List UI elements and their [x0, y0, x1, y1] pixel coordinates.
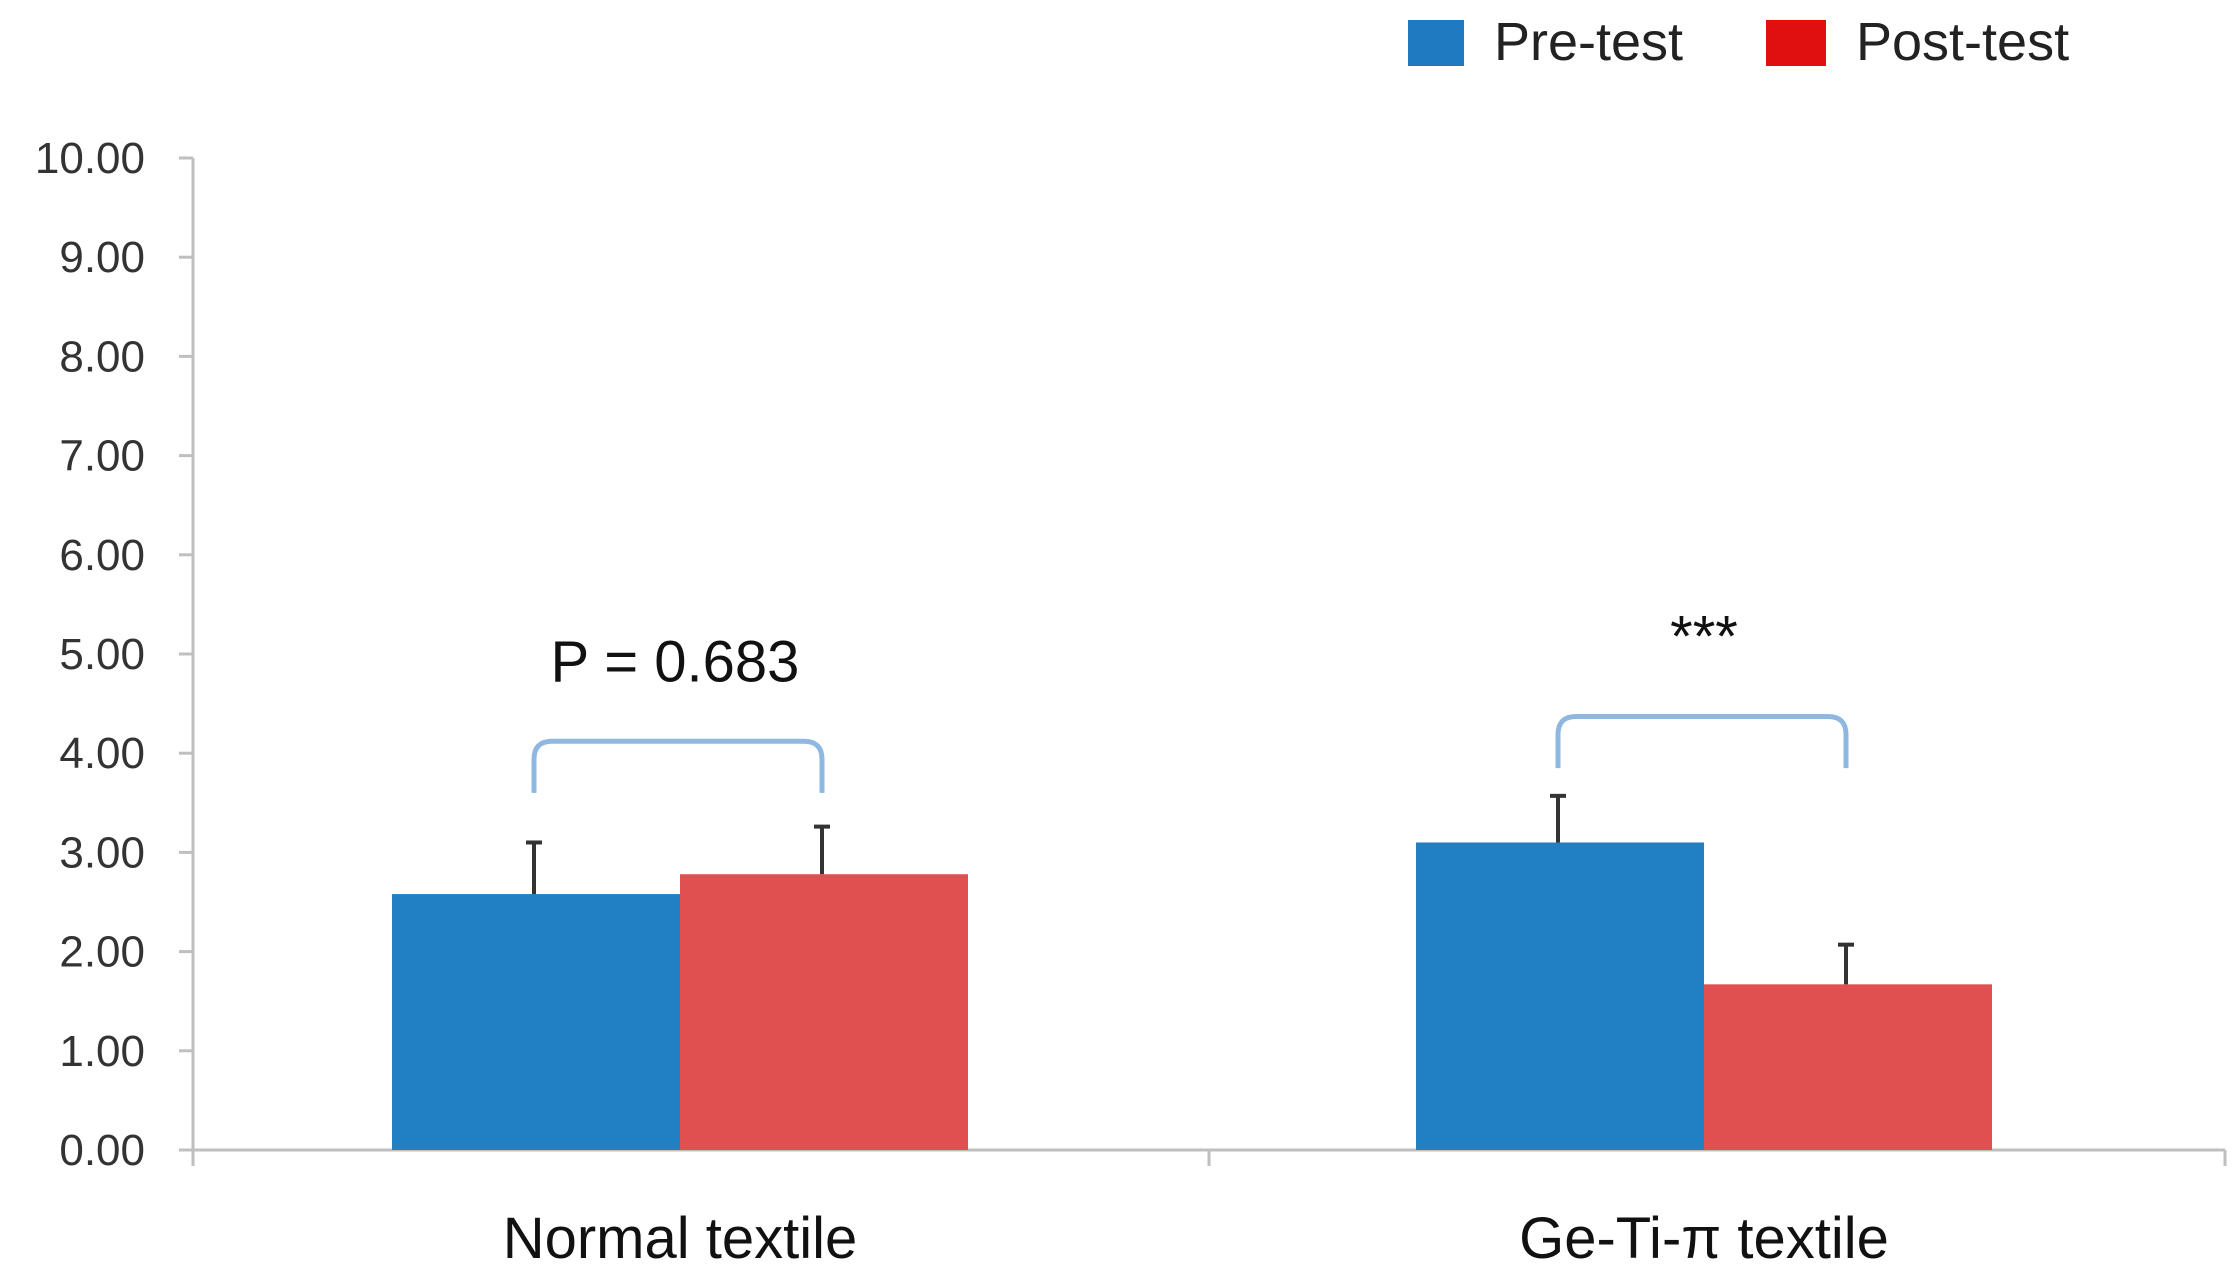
- y-tick-label: 7.00: [59, 432, 145, 481]
- y-tick-label: 5.00: [59, 630, 145, 679]
- y-tick-label: 9.00: [59, 233, 145, 282]
- significance-stars-label: ***: [1670, 604, 1738, 669]
- bar-pre-test-1: [1416, 842, 1704, 1150]
- legend-label-post-test[interactable]: Post-test: [1856, 12, 2069, 72]
- error-bars: [526, 793, 1854, 985]
- bar-post-test-1: [1704, 984, 1992, 1150]
- y-tick-label: 1.00: [59, 1027, 145, 1076]
- significance-bracket: [1555, 713, 1849, 769]
- y-tick-label: 4.00: [59, 729, 145, 778]
- y-tick-label: 10.00: [35, 134, 145, 183]
- legend[interactable]: Pre-test Post-test: [1408, 12, 2069, 72]
- y-tick-label: 2.00: [59, 928, 145, 977]
- bars: [392, 842, 1992, 1150]
- y-tick-label: 3.00: [59, 828, 145, 877]
- y-tick-label: 6.00: [59, 531, 145, 580]
- annotations: P = 0.683 ***: [531, 604, 1849, 793]
- significance-bracket: [531, 738, 825, 793]
- legend-swatch-pre-test[interactable]: [1408, 20, 1464, 66]
- y-tick-label: 8.00: [59, 332, 145, 381]
- y-tick-label: 0.00: [59, 1126, 145, 1175]
- bar-post-test-0: [680, 874, 968, 1150]
- axes: 0.00 1.00 2.00 3.00 4.00 5.00 6.00 7.00 8.00 9.00…: [35, 134, 2227, 1271]
- x-category-label: Ge-Ti-π textile: [1519, 1206, 1889, 1271]
- legend-swatch-post-test[interactable]: [1766, 20, 1826, 66]
- legend-label-pre-test[interactable]: Pre-test: [1494, 12, 1683, 72]
- bar-pre-test-0: [392, 894, 680, 1150]
- p-value-label: P = 0.683: [551, 629, 800, 694]
- x-category-label: Normal textile: [503, 1206, 858, 1271]
